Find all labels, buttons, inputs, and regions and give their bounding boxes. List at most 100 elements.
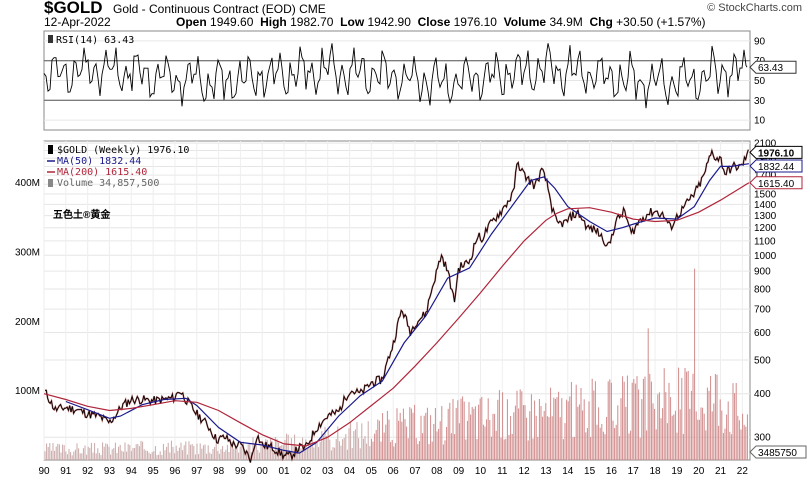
- x-tick-label: 95: [148, 466, 160, 477]
- price-tick-label: 1300: [754, 211, 777, 222]
- x-tick-label: 14: [562, 466, 574, 477]
- ma50-value-tag: [749, 159, 803, 173]
- x-tick-label: 18: [650, 466, 662, 477]
- x-tick-label: 07: [409, 466, 421, 477]
- low-label: Low: [340, 15, 365, 29]
- price-tick-label: 500: [754, 356, 771, 367]
- ma50-value-label: 1832.44: [758, 162, 795, 173]
- rsi-tick-label: 90: [754, 36, 766, 47]
- last-price-tag: [749, 145, 803, 159]
- ma200-line: [43, 182, 750, 447]
- quote-summary: Open 1949.60 High 1982.70 Low 1942.90 Cl…: [176, 15, 706, 29]
- x-tick-label: 20: [693, 466, 705, 477]
- price-tick-label: 1000: [754, 251, 777, 262]
- price-legend-label: MA(200) 1615.40: [57, 167, 147, 178]
- rsi-tick-label: 50: [754, 76, 766, 87]
- volume-label: Volume: [503, 15, 547, 29]
- price-line: [45, 149, 749, 463]
- price-tick-label: 1900: [754, 154, 777, 165]
- price-tick-label: 2100: [754, 139, 777, 150]
- high-value: 1982.70: [290, 15, 334, 29]
- exchange-label: CME: [299, 2, 326, 16]
- price-tick-label: 1700: [754, 171, 777, 182]
- chart-date: 12-Apr-2022: [44, 15, 111, 29]
- x-tick-label: 17: [628, 466, 640, 477]
- x-tick-label: 04: [344, 466, 356, 477]
- x-tick-label: 94: [126, 466, 138, 477]
- x-tick-label: 06: [388, 466, 400, 477]
- rsi-legend-label: RSI(14) 63.43: [56, 35, 134, 46]
- price-tick-label: 800: [754, 284, 771, 295]
- last-volume-label: 3485750: [758, 448, 797, 459]
- watermark-annotation: 五色土®黄金: [53, 208, 111, 221]
- rsi-line: [43, 43, 748, 109]
- price-legend-swatch: [48, 145, 53, 154]
- price-tick-label: 1500: [754, 189, 777, 200]
- x-tick-label: 02: [300, 466, 312, 477]
- price-tick-label: 1100: [754, 236, 776, 247]
- chart-symbol: $GOLD: [44, 0, 103, 17]
- price-tick-label: 1400: [754, 200, 777, 211]
- x-tick-label: 00: [257, 466, 269, 477]
- ma50-line: [65, 163, 749, 454]
- volume-tick-label: 300M: [15, 247, 40, 258]
- last-price-label: 1976.10: [758, 148, 795, 159]
- x-tick-label: 08: [431, 466, 443, 477]
- x-tick-label: 99: [235, 466, 247, 477]
- x-tick-label: 05: [366, 466, 378, 477]
- price-tick-label: 300: [754, 433, 771, 444]
- x-tick-label: 13: [540, 466, 552, 477]
- open-value: 1949.60: [210, 15, 254, 29]
- x-tick-label: 15: [584, 466, 596, 477]
- x-tick-label: 22: [737, 466, 749, 477]
- x-tick-label: 19: [671, 466, 683, 477]
- chg-value: +30.50 (+1.57%): [616, 15, 706, 29]
- volume-tick-label: 200M: [15, 317, 40, 328]
- x-tick-label: 03: [322, 466, 334, 477]
- x-tick-label: 96: [169, 466, 181, 477]
- ma200-value-label: 1615.40: [758, 179, 795, 190]
- low-value: 1942.90: [367, 15, 411, 29]
- open-label: Open: [176, 15, 207, 29]
- x-tick-label: 01: [278, 466, 290, 477]
- rsi-last-value-label: 63.43: [758, 63, 783, 74]
- x-tick-label: 90: [38, 466, 50, 477]
- x-tick-label: 91: [60, 466, 72, 477]
- rsi-tick-label: 10: [754, 116, 766, 127]
- x-tick-label: 11: [497, 466, 508, 477]
- chg-label: Chg: [589, 15, 613, 29]
- rsi-last-value-tag: [749, 60, 797, 74]
- x-tick-label: 98: [213, 466, 225, 477]
- ma200-value-tag: [749, 176, 803, 190]
- x-tick-label: 12: [519, 466, 531, 477]
- price-tick-label: 900: [754, 267, 771, 278]
- rsi-legend-swatch: [48, 35, 53, 43]
- volume-tick-label: 100M: [15, 386, 40, 397]
- x-tick-label: 16: [606, 466, 618, 477]
- price-tick-label: 400: [754, 389, 771, 400]
- chart-description: Gold - Continuous Contract (EOD) CME: [113, 2, 326, 16]
- x-tick-label: 10: [475, 466, 487, 477]
- price-legend-label: Volume 34,857,500: [57, 178, 159, 189]
- volume-bars: [44, 268, 748, 460]
- high-label: High: [260, 15, 287, 29]
- rsi-tick-label: 30: [754, 96, 766, 107]
- volume-tick-label: 400M: [15, 178, 40, 189]
- x-tick-label: 92: [82, 466, 94, 477]
- x-tick-label: 97: [191, 466, 203, 477]
- price-legend-label: MA(50) 1832.44: [57, 156, 141, 167]
- close-label: Close: [417, 15, 451, 29]
- contract-description: Gold - Continuous Contract (EOD): [113, 2, 296, 16]
- stockcharts-watermark: © StockCharts.com: [707, 2, 802, 14]
- price-tick-label: 600: [754, 328, 771, 339]
- last-volume-tag: [749, 445, 807, 459]
- x-tick-label: 21: [715, 466, 727, 477]
- volume-legend-swatch: [48, 179, 53, 187]
- price-legend-label: $GOLD (Weekly) 1976.10: [57, 145, 189, 156]
- volume-value: 34.9M: [549, 15, 583, 29]
- close-value: 1976.10: [453, 15, 497, 29]
- x-tick-label: 09: [453, 466, 465, 477]
- price-tick-label: 700: [754, 305, 771, 316]
- x-tick-label: 93: [104, 466, 116, 477]
